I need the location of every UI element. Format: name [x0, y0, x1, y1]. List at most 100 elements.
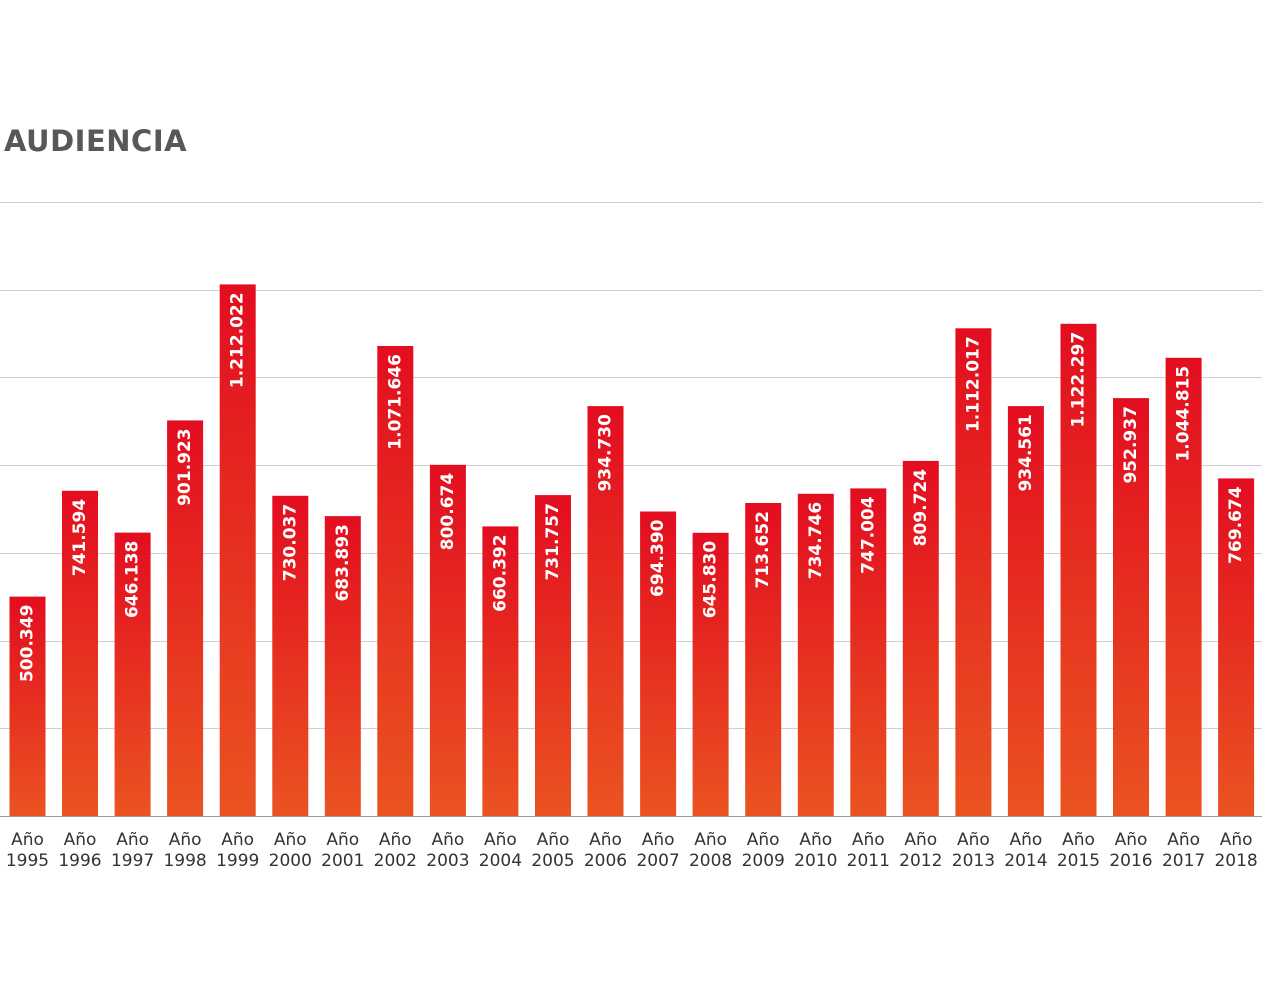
x-tick-label-year: 2017: [1162, 851, 1205, 871]
x-tick-label-2002: Año 2002: [374, 830, 417, 871]
x-tick-label-year: 1998: [163, 851, 206, 871]
bar-1998: [167, 420, 204, 816]
x-tick-label-2016: Año 2016: [1109, 830, 1152, 871]
x-tick-label-year: 1999: [216, 851, 259, 871]
x-tick-label-year: 2014: [1004, 851, 1047, 871]
x-tick-label-year: 2003: [426, 851, 469, 871]
x-tick-label-2003: Año 2003: [426, 830, 469, 871]
x-tick-label-2005: Año 2005: [531, 830, 574, 871]
x-tick-label-word: Año: [799, 830, 832, 850]
bar-2010: [797, 493, 834, 816]
data-label-2008: 645.830: [701, 541, 721, 619]
x-tick-label-word: Año: [852, 830, 885, 850]
x-tick-label-2013: Año 2013: [952, 830, 995, 871]
x-tick-label-word: Año: [221, 830, 254, 850]
bar-1999: [219, 284, 256, 816]
bar-2003: [429, 464, 466, 816]
x-tick-label-word: Año: [642, 830, 675, 850]
bar-2004: [482, 526, 519, 816]
data-labels: 500.349 741.594 646.138 901.923 1.212.022 730…: [18, 292, 1247, 682]
x-tick-label-word: Año: [957, 830, 990, 850]
x-tick-label-2009: Año 2009: [742, 830, 785, 871]
x-tick-label-year: 2001: [321, 851, 364, 871]
bar-2007: [640, 511, 677, 816]
x-tick-label-year: 2002: [374, 851, 417, 871]
x-tick-label-word: Año: [116, 830, 149, 850]
x-tick-label-year: 2009: [742, 851, 785, 871]
x-tick-label-word: Año: [904, 830, 937, 850]
bar-2016: [1113, 398, 1149, 816]
data-label-2014: 934.561: [1016, 414, 1036, 491]
x-tick-label-year: 1997: [111, 851, 154, 871]
x-tick-label-year: 2015: [1057, 851, 1100, 871]
x-tick-label-1997: Año 1997: [111, 830, 154, 871]
x-tick-label-year: 2012: [899, 851, 942, 871]
bar-2014: [1007, 406, 1044, 816]
gridlines: [0, 202, 1262, 817]
x-tick-label-year: 2008: [689, 851, 732, 871]
x-tick-label-2018: Año 2018: [1214, 830, 1257, 871]
x-tick-label-word: Año: [747, 830, 780, 850]
x-tick-label-year: 2016: [1109, 851, 1152, 871]
x-tick-label-word: Año: [1062, 830, 1095, 850]
x-tick-label-2006: Año 2006: [584, 830, 627, 871]
data-label-2017: 1.044.815: [1174, 366, 1194, 462]
x-tick-label-2010: Año 2010: [794, 830, 837, 871]
bar-2012: [902, 460, 939, 816]
data-label-2000: 730.037: [280, 504, 300, 581]
bar-2005: [535, 495, 571, 816]
bar-2018: [1218, 478, 1255, 816]
x-tick-label-word: Año: [484, 830, 517, 850]
bar-1997: [114, 532, 151, 816]
x-tick-label-2014: Año 2014: [1004, 830, 1047, 871]
x-tick-label-year: 1996: [58, 851, 101, 871]
x-tick-label-2007: Año 2007: [636, 830, 679, 871]
x-tick-label-2004: Año 2004: [479, 830, 522, 871]
data-label-1996: 741.594: [70, 499, 90, 577]
x-tick-label-word: Año: [537, 830, 570, 850]
bar-2015: [1060, 323, 1097, 816]
x-tick-label-word: Año: [169, 830, 202, 850]
data-label-2013: 1.112.017: [963, 336, 983, 432]
bar-2001: [324, 516, 361, 816]
data-label-2018: 769.674: [1226, 486, 1246, 564]
x-tick-label-year: 2000: [269, 851, 312, 871]
x-tick-label-1995: Año 1995: [6, 830, 49, 871]
data-label-1995: 500.349: [18, 605, 38, 682]
x-tick-label-word: Año: [379, 830, 412, 850]
bar-2013: [955, 328, 992, 816]
x-tick-label-year: 2007: [636, 851, 679, 871]
data-label-2001: 683.893: [333, 524, 353, 601]
bar-2008: [692, 532, 729, 816]
bar-2011: [850, 488, 887, 816]
data-label-2007: 694.390: [648, 519, 668, 597]
x-tick-label-1996: Año 1996: [58, 830, 101, 871]
data-label-1998: 901.923: [175, 428, 195, 505]
x-tick-label-word: Año: [431, 830, 464, 850]
bar-1996: [62, 490, 98, 816]
data-label-2011: 747.004: [858, 496, 878, 574]
x-tick-label-word: Año: [64, 830, 97, 850]
x-tick-label-word: Año: [11, 830, 44, 850]
data-label-2010: 734.746: [806, 502, 826, 579]
bar-2000: [272, 495, 309, 816]
data-label-2005: 731.757: [543, 503, 563, 580]
bar-2017: [1165, 357, 1202, 816]
x-tick-label-year: 2011: [847, 851, 890, 871]
x-tick-label-year: 2006: [584, 851, 627, 871]
x-tick-label-year: 2005: [531, 851, 574, 871]
data-label-2006: 934.730: [596, 414, 616, 492]
x-tick-label-year: 2013: [952, 851, 995, 871]
data-label-2002: 1.071.646: [385, 354, 405, 450]
data-label-1999: 1.212.022: [228, 292, 248, 388]
x-tick-label-word: Año: [1220, 830, 1253, 850]
x-tick-label-2015: Año 2015: [1057, 830, 1100, 871]
data-label-2016: 952.937: [1121, 406, 1141, 483]
x-tick-label-1998: Año 1998: [163, 830, 206, 871]
x-tick-label-2008: Año 2008: [689, 830, 732, 871]
x-tick-label-year: 2004: [479, 851, 522, 871]
data-label-2012: 809.724: [911, 469, 931, 547]
